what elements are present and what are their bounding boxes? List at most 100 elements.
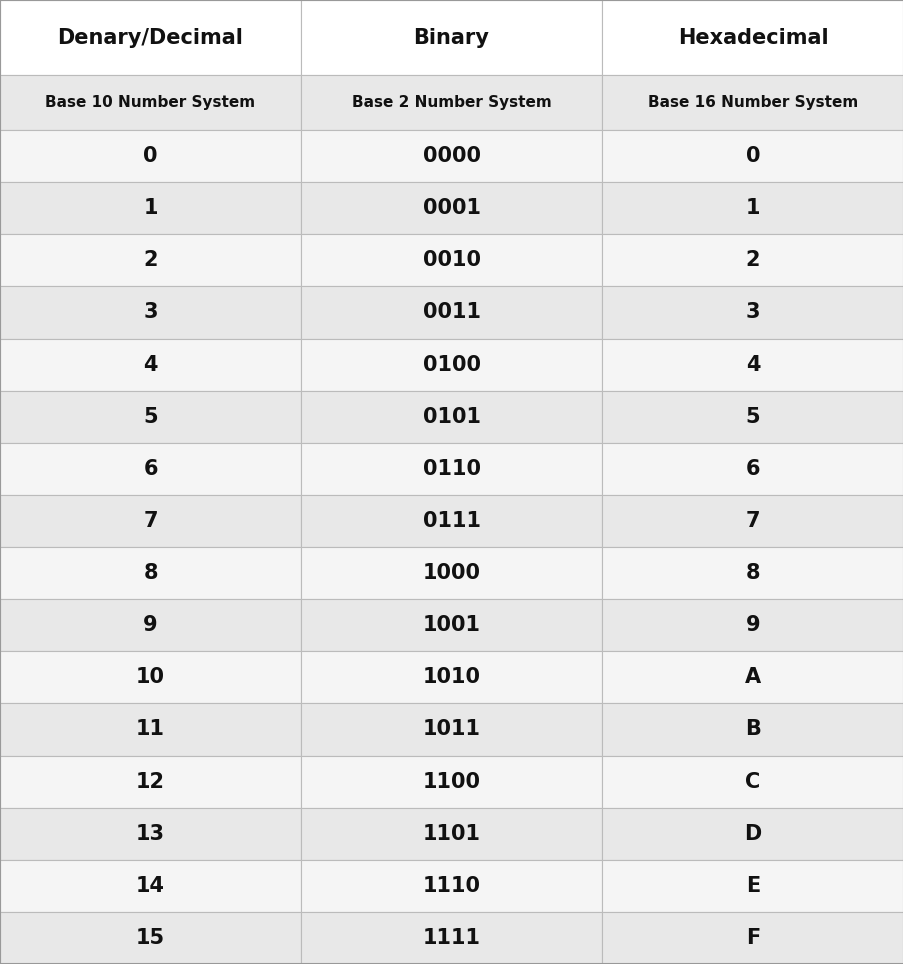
- Text: 1010: 1010: [422, 667, 480, 687]
- Bar: [0, 0, 301, 75]
- Text: 1: 1: [745, 199, 759, 218]
- Text: Base 2 Number System: Base 2 Number System: [351, 95, 551, 110]
- Bar: [601, 182, 903, 234]
- Text: 0: 0: [745, 147, 759, 166]
- Text: 0000: 0000: [422, 147, 480, 166]
- Bar: [301, 442, 601, 495]
- Bar: [301, 912, 601, 964]
- Bar: [301, 756, 601, 808]
- Text: 1111: 1111: [422, 928, 480, 948]
- Text: F: F: [745, 928, 759, 948]
- Bar: [301, 286, 601, 338]
- Text: 0010: 0010: [422, 251, 480, 270]
- Text: 13: 13: [135, 823, 165, 844]
- Bar: [601, 130, 903, 182]
- Text: 9: 9: [143, 615, 158, 635]
- Bar: [0, 808, 301, 860]
- Bar: [301, 130, 601, 182]
- Bar: [301, 390, 601, 442]
- Text: 15: 15: [135, 928, 165, 948]
- Bar: [301, 808, 601, 860]
- Text: 1100: 1100: [422, 771, 480, 791]
- Text: Base 10 Number System: Base 10 Number System: [45, 95, 256, 110]
- Text: 6: 6: [143, 459, 158, 479]
- Text: 2: 2: [143, 251, 158, 270]
- Bar: [301, 495, 601, 547]
- Bar: [0, 704, 301, 756]
- Bar: [0, 652, 301, 704]
- Bar: [601, 338, 903, 390]
- Bar: [601, 652, 903, 704]
- Bar: [601, 495, 903, 547]
- Bar: [0, 547, 301, 599]
- Bar: [0, 860, 301, 912]
- Text: 0: 0: [143, 147, 158, 166]
- Bar: [301, 182, 601, 234]
- Bar: [0, 442, 301, 495]
- Bar: [0, 286, 301, 338]
- Bar: [0, 338, 301, 390]
- Text: 7: 7: [143, 511, 158, 531]
- Text: 5: 5: [143, 407, 158, 427]
- Bar: [601, 599, 903, 652]
- Text: C: C: [745, 771, 759, 791]
- Text: 8: 8: [143, 563, 158, 583]
- Text: 8: 8: [745, 563, 759, 583]
- Text: 4: 4: [143, 355, 158, 375]
- Bar: [301, 860, 601, 912]
- Text: 1110: 1110: [422, 876, 480, 896]
- Text: 0111: 0111: [422, 511, 480, 531]
- Text: 11: 11: [135, 719, 165, 739]
- Bar: [601, 756, 903, 808]
- Bar: [301, 75, 601, 130]
- Bar: [301, 234, 601, 286]
- Bar: [301, 704, 601, 756]
- Bar: [601, 912, 903, 964]
- Text: 2: 2: [745, 251, 759, 270]
- Text: Base 16 Number System: Base 16 Number System: [647, 95, 857, 110]
- Bar: [0, 599, 301, 652]
- Text: 4: 4: [745, 355, 759, 375]
- Bar: [0, 912, 301, 964]
- Text: 3: 3: [143, 303, 158, 322]
- Text: 3: 3: [745, 303, 759, 322]
- Bar: [301, 599, 601, 652]
- Text: 10: 10: [135, 667, 165, 687]
- Text: 14: 14: [135, 876, 165, 896]
- Bar: [0, 756, 301, 808]
- Text: 12: 12: [135, 771, 165, 791]
- Bar: [0, 495, 301, 547]
- Text: 0101: 0101: [422, 407, 480, 427]
- Bar: [601, 442, 903, 495]
- Bar: [601, 234, 903, 286]
- Bar: [301, 652, 601, 704]
- Text: 1101: 1101: [422, 823, 480, 844]
- Bar: [601, 860, 903, 912]
- Text: 1011: 1011: [422, 719, 480, 739]
- Text: A: A: [744, 667, 760, 687]
- Text: 0100: 0100: [422, 355, 480, 375]
- Text: 5: 5: [745, 407, 759, 427]
- Text: B: B: [744, 719, 760, 739]
- Text: 0001: 0001: [422, 199, 480, 218]
- Bar: [0, 182, 301, 234]
- Bar: [0, 130, 301, 182]
- Bar: [601, 704, 903, 756]
- Bar: [301, 547, 601, 599]
- Text: 1000: 1000: [422, 563, 480, 583]
- Text: 0110: 0110: [422, 459, 480, 479]
- Bar: [301, 0, 601, 75]
- Text: 9: 9: [745, 615, 759, 635]
- Text: 1: 1: [143, 199, 158, 218]
- Bar: [601, 808, 903, 860]
- Text: Binary: Binary: [414, 28, 489, 47]
- Text: D: D: [743, 823, 761, 844]
- Bar: [0, 390, 301, 442]
- Text: 6: 6: [745, 459, 759, 479]
- Text: 1001: 1001: [422, 615, 480, 635]
- Bar: [601, 286, 903, 338]
- Bar: [0, 234, 301, 286]
- Bar: [0, 75, 301, 130]
- Bar: [601, 547, 903, 599]
- Bar: [301, 338, 601, 390]
